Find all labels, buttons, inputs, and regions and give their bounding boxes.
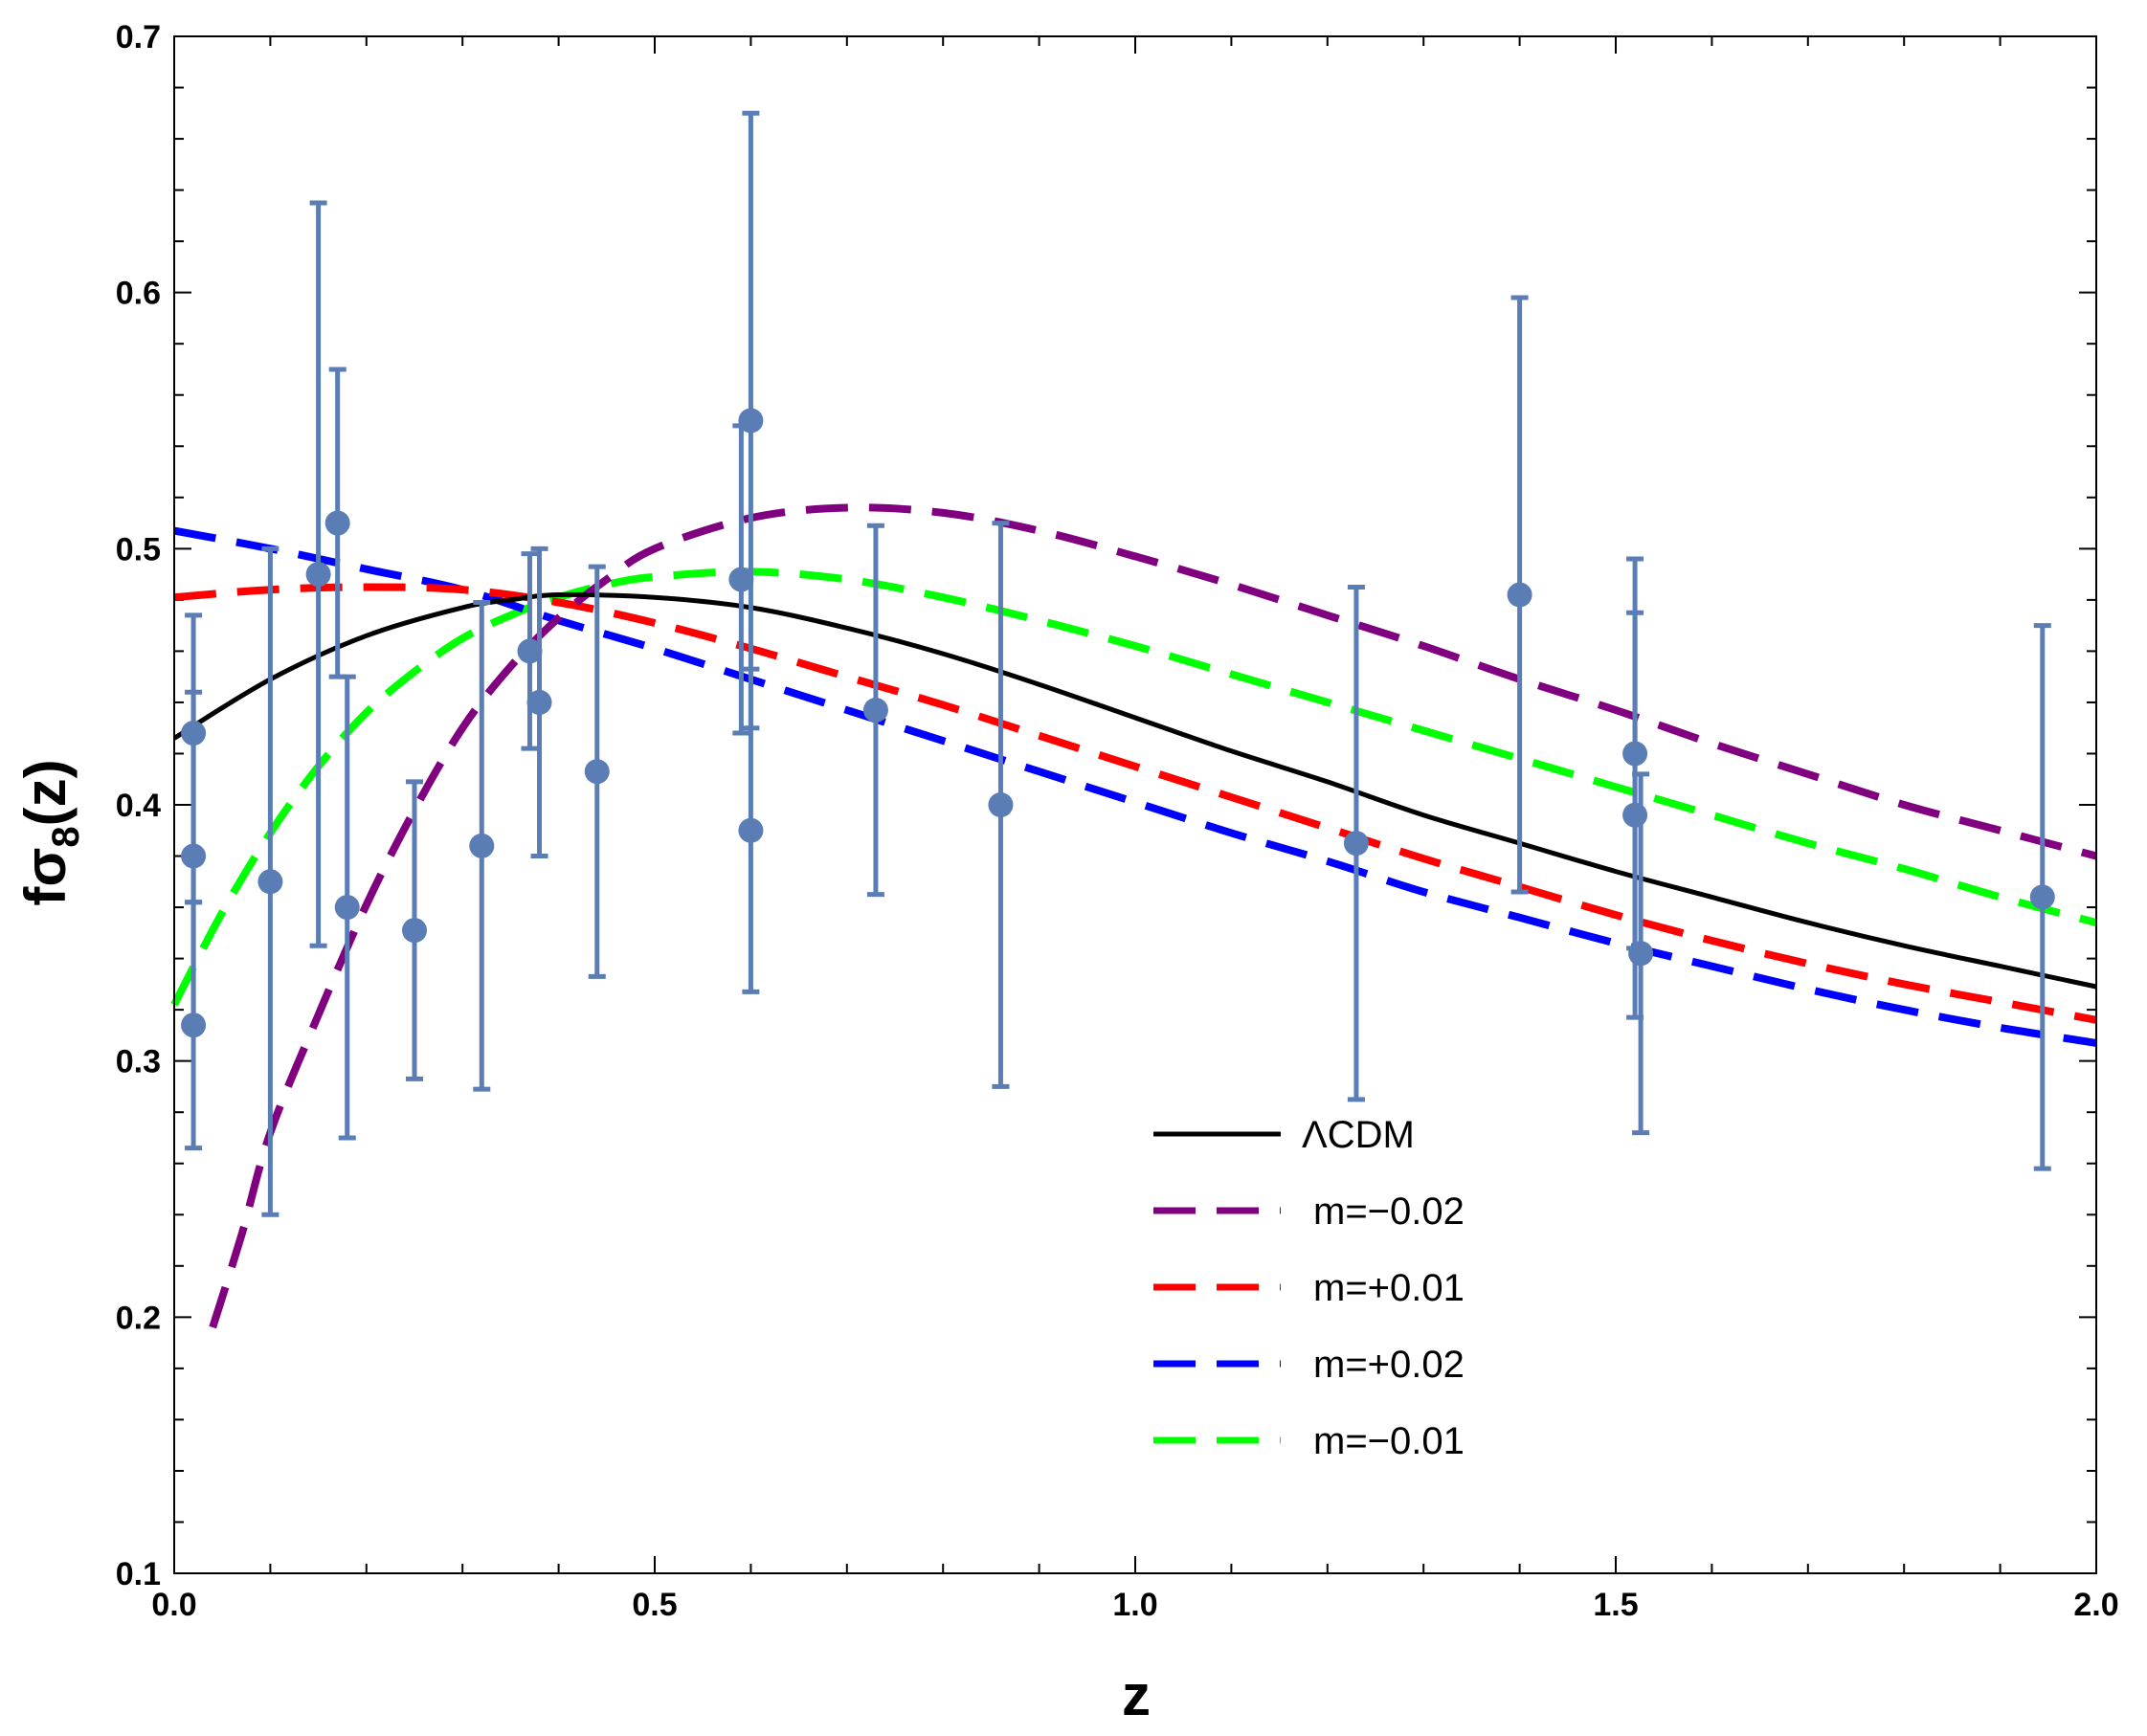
data-point <box>738 408 764 434</box>
x-tick-label: 0.0 <box>151 1587 196 1623</box>
plot-frame <box>173 35 2097 1574</box>
legend-label: m=−0.01 <box>1313 1420 1465 1462</box>
errorbar-18 <box>1343 584 1369 1102</box>
data-point <box>584 759 610 785</box>
y-tick-label: 0.4 <box>116 788 161 824</box>
x-tick-label: 2.0 <box>2073 1587 2118 1623</box>
series-line-3 <box>173 583 2097 1024</box>
x-tick-label: 1.0 <box>1112 1587 1157 1623</box>
legend: ΛCDM m=−0.02 m=+0.01 m=+0.02 m=−0.01 <box>1153 1114 1465 1462</box>
data-point <box>1628 941 1654 967</box>
data-point <box>862 697 888 723</box>
data-point <box>1622 802 1648 828</box>
errorbar-11 <box>526 545 552 859</box>
y-axis-title: fσ8(z) <box>13 759 87 905</box>
errorbar-3 <box>181 900 207 1151</box>
data-point <box>469 833 495 858</box>
data-point <box>181 1013 207 1038</box>
x-tick-label: 1.5 <box>1593 1587 1638 1623</box>
legend-item-1: ΛCDM <box>1153 1114 1415 1156</box>
errorbar-9 <box>469 600 495 1092</box>
y-axis-title-main: fσ <box>13 848 78 906</box>
errorbar-17 <box>988 521 1014 1089</box>
series-layer <box>170 503 2098 1329</box>
data-point <box>1507 582 1532 608</box>
errorbar-4 <box>257 545 283 1217</box>
data-point <box>526 689 552 715</box>
data-point <box>305 562 331 588</box>
y-tick-label: 0.5 <box>116 531 161 568</box>
data-point <box>324 510 350 536</box>
errorbar-5 <box>305 200 331 948</box>
y-tick-label: 0.3 <box>116 1044 161 1080</box>
legend-item-3: m=+0.01 <box>1153 1267 1465 1309</box>
errorbar-layer <box>181 110 2055 1217</box>
data-point <box>334 895 360 921</box>
errorbar-10 <box>517 551 543 751</box>
errorbar-23 <box>2029 623 2055 1171</box>
errorbar-6 <box>324 367 350 679</box>
data-point <box>988 792 1014 817</box>
legend-label: m=+0.01 <box>1313 1267 1465 1309</box>
legend-label: ΛCDM <box>1302 1114 1415 1156</box>
errorbar-16 <box>862 523 888 898</box>
legend-item-5: m=−0.01 <box>1153 1420 1465 1462</box>
series-line-4 <box>173 526 2097 1047</box>
errorbar-15 <box>738 666 764 994</box>
y-axis-title-sub: 8 <box>45 826 87 847</box>
data-point <box>2029 884 2055 910</box>
x-axis-title: z <box>1122 1663 1151 1727</box>
errorbar-12 <box>584 564 610 979</box>
data-point <box>181 843 207 869</box>
tick-labels: 0.0 0.5 1.0 1.5 2.0 0.1 0.2 0.3 0.4 0.5 0.6 0.7 <box>116 19 2119 1623</box>
errorbar-8 <box>402 779 427 1081</box>
x-tick-label: 0.5 <box>632 1587 677 1623</box>
data-point <box>402 918 427 944</box>
series-line-1 <box>172 591 2097 990</box>
legend-label: m=−0.02 <box>1313 1191 1465 1233</box>
y-tick-label: 0.7 <box>116 19 161 56</box>
y-tick-label: 0.6 <box>116 276 161 312</box>
y-tick-label: 0.2 <box>116 1300 161 1336</box>
data-point <box>517 638 543 664</box>
legend-item-4: m=+0.02 <box>1153 1344 1465 1386</box>
data-point <box>1343 831 1369 857</box>
data-point <box>738 817 764 843</box>
y-axis-title-tail: (z) <box>13 759 78 826</box>
legend-item-2: m=−0.02 <box>1153 1191 1465 1233</box>
legend-label: m=+0.02 <box>1313 1344 1465 1386</box>
data-point <box>728 567 754 592</box>
data-point <box>257 869 283 895</box>
errorbar-7 <box>334 674 360 1141</box>
y-tick-label: 0.1 <box>116 1556 161 1592</box>
errorbar-19 <box>1507 295 1532 895</box>
errorbar-22 <box>1628 771 1654 1136</box>
series-line-2 <box>209 503 2098 1329</box>
errorbar-14 <box>738 110 764 731</box>
